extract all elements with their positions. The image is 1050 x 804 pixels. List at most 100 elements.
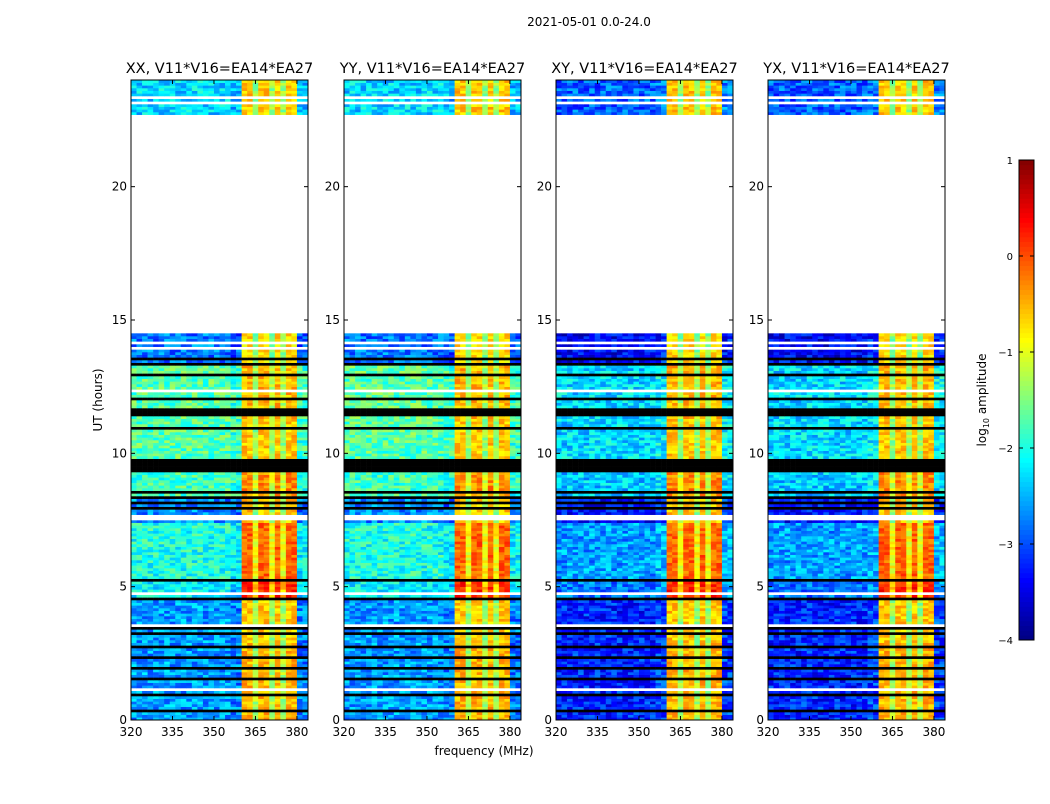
heatmap-cell bbox=[169, 634, 176, 638]
heatmap-cell bbox=[241, 562, 248, 566]
heatmap-cell bbox=[285, 536, 292, 539]
heatmap-cell bbox=[258, 626, 265, 630]
heatmap-cell bbox=[147, 616, 154, 619]
heatmap-cell bbox=[175, 424, 182, 427]
heatmap-cell bbox=[258, 624, 265, 627]
heatmap-cell bbox=[274, 338, 281, 342]
heatmap-cell bbox=[241, 706, 248, 710]
heatmap-cell bbox=[191, 704, 198, 707]
heatmap-cell bbox=[186, 626, 193, 630]
heatmap-cell bbox=[213, 581, 220, 585]
heatmap-cell bbox=[136, 389, 143, 393]
heatmap-cell bbox=[296, 405, 303, 409]
heatmap-cell bbox=[302, 616, 309, 619]
heatmap-cell bbox=[153, 392, 159, 395]
heatmap-cell bbox=[208, 472, 215, 475]
heatmap-cell bbox=[269, 693, 276, 697]
heatmap-cell bbox=[136, 442, 143, 446]
heatmap-cell bbox=[164, 584, 171, 587]
heatmap-cell bbox=[131, 394, 137, 398]
heatmap-cell bbox=[219, 506, 226, 510]
heatmap-cell bbox=[197, 397, 204, 401]
heatmap-cell bbox=[230, 402, 237, 406]
heatmap-cell bbox=[169, 440, 176, 443]
heatmap-cell bbox=[131, 88, 137, 91]
heatmap-cell bbox=[296, 429, 303, 433]
heatmap-cell bbox=[153, 546, 159, 550]
heatmap-cell bbox=[131, 413, 137, 417]
heatmap-cell bbox=[142, 701, 148, 705]
heatmap-cell bbox=[269, 637, 276, 641]
heatmap-cell bbox=[230, 480, 237, 483]
heatmap-cell bbox=[225, 658, 231, 662]
heatmap-cell bbox=[191, 648, 198, 651]
heatmap-cell bbox=[208, 378, 215, 382]
heatmap-cell bbox=[186, 554, 193, 558]
heatmap-cell bbox=[197, 90, 204, 94]
heatmap-cell bbox=[131, 672, 137, 675]
heatmap-cell bbox=[247, 621, 253, 625]
heatmap-cell bbox=[153, 706, 159, 710]
heatmap-cell bbox=[180, 445, 187, 449]
heatmap-cell bbox=[175, 661, 182, 665]
heatmap-cell bbox=[225, 341, 231, 345]
heatmap-cell bbox=[191, 442, 198, 446]
heatmap-cell bbox=[230, 632, 237, 635]
heatmap-cell bbox=[263, 594, 270, 598]
heatmap-cell bbox=[236, 378, 242, 382]
heatmap-cell bbox=[274, 562, 281, 566]
heatmap-cell bbox=[186, 597, 193, 601]
heatmap-cell bbox=[263, 600, 270, 603]
heatmap-cell bbox=[191, 357, 198, 361]
heatmap-cell bbox=[180, 336, 187, 339]
heatmap-cell bbox=[175, 584, 182, 587]
heatmap-cell bbox=[158, 349, 165, 353]
heatmap-cell bbox=[142, 538, 148, 542]
heatmap-cell bbox=[197, 704, 204, 707]
heatmap-cell bbox=[164, 666, 171, 670]
heatmap-cell bbox=[241, 664, 248, 667]
heatmap-cell bbox=[285, 674, 292, 678]
heatmap-cell bbox=[269, 613, 276, 617]
heatmap-cell bbox=[131, 512, 137, 515]
heatmap-cell bbox=[164, 528, 171, 531]
heatmap-cell bbox=[252, 429, 259, 433]
heatmap-cell bbox=[180, 482, 187, 486]
heatmap-cell bbox=[241, 520, 248, 523]
heatmap-cell bbox=[131, 637, 137, 641]
heatmap-cell bbox=[252, 349, 259, 353]
heatmap-cell bbox=[186, 634, 193, 638]
heatmap-cell bbox=[291, 608, 298, 611]
heatmap-cell bbox=[191, 493, 198, 497]
heatmap-cell bbox=[236, 472, 242, 475]
heatmap-cell bbox=[236, 429, 242, 433]
heatmap-cell bbox=[164, 413, 171, 417]
heatmap-cell bbox=[131, 381, 137, 385]
heatmap-cell bbox=[169, 362, 176, 366]
heatmap-cell bbox=[158, 602, 165, 606]
heatmap-cell bbox=[280, 402, 287, 406]
heatmap-cell bbox=[285, 458, 292, 462]
heatmap-cell bbox=[142, 93, 148, 97]
heatmap-cell bbox=[142, 349, 148, 353]
heatmap-cell bbox=[208, 509, 215, 513]
heatmap-cell bbox=[142, 653, 148, 657]
heatmap-cell bbox=[247, 680, 253, 683]
heatmap-cell bbox=[258, 637, 265, 641]
heatmap-cell bbox=[236, 384, 242, 387]
heatmap-cell bbox=[169, 365, 176, 369]
heatmap-cell bbox=[180, 410, 187, 414]
heatmap-cell bbox=[147, 637, 154, 641]
heatmap-cell bbox=[131, 645, 137, 649]
heatmap-cell bbox=[302, 605, 309, 609]
heatmap-cell bbox=[175, 664, 182, 667]
heatmap-cell bbox=[147, 581, 154, 585]
heatmap-cell bbox=[236, 578, 242, 582]
heatmap-cell bbox=[291, 96, 298, 99]
heatmap-cell bbox=[247, 536, 253, 539]
heatmap-cell bbox=[153, 653, 159, 657]
heatmap-cell bbox=[153, 685, 159, 689]
heatmap-cell bbox=[252, 90, 259, 94]
heatmap-cell bbox=[158, 714, 165, 718]
heatmap-cell bbox=[164, 669, 171, 673]
